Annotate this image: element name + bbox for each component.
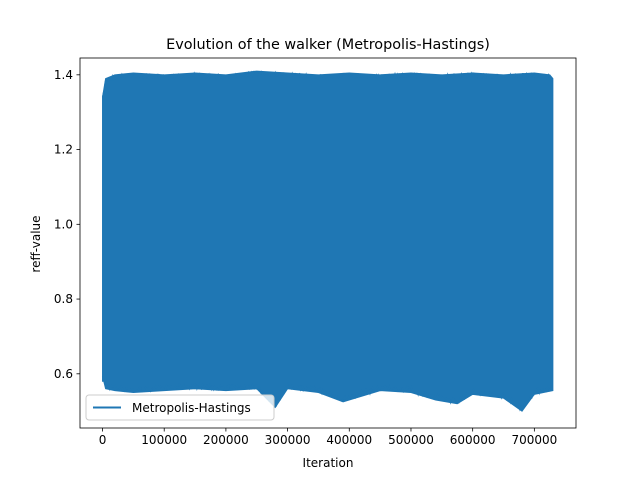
x-tick-label: 700000: [511, 433, 557, 447]
series-band: [102, 70, 554, 412]
legend-label: Metropolis-Hastings: [132, 401, 251, 415]
x-tick-label: 600000: [450, 433, 496, 447]
plot-area: [101, 70, 554, 412]
x-tick-label: 300000: [265, 433, 311, 447]
legend: Metropolis-Hastings: [85, 394, 275, 421]
axes-frame: [79, 57, 577, 429]
x-tick-label: 200000: [203, 433, 249, 447]
legend-frame: [85, 394, 275, 421]
y-tick-label: 1.0: [54, 217, 73, 231]
x-tick-label: 400000: [326, 433, 372, 447]
y-axis-label: reff-value: [29, 215, 43, 272]
y-tick-label: 0.8: [54, 292, 73, 306]
series-lower-trace: [101, 375, 553, 412]
axes: 0 100000 200000 300000 400000 500000 600000 700…: [54, 57, 577, 447]
x-axis-label: Iteration: [303, 456, 354, 470]
x-tick-label: 100000: [141, 433, 187, 447]
y-tick-label: 1.4: [54, 68, 73, 82]
x-tick-label: 500000: [388, 433, 434, 447]
chart-title: Evolution of the walker (Metropolis-Hast…: [166, 37, 490, 53]
y-tick-label: 1.2: [54, 143, 73, 157]
x-tick-label: 0: [99, 433, 107, 447]
y-tick-label: 0.6: [54, 367, 73, 381]
series-upper-trace: [101, 70, 553, 98]
